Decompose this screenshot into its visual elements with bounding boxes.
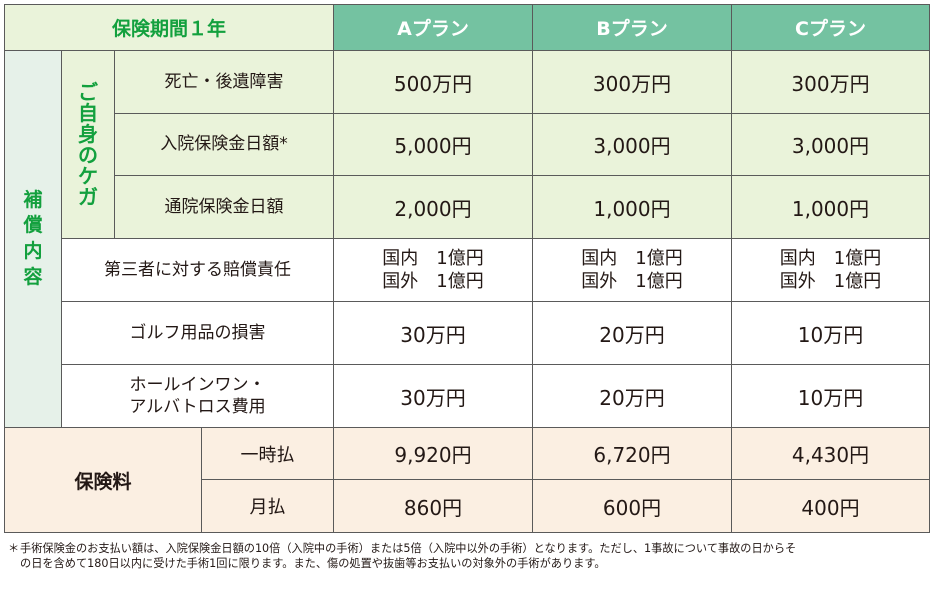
death-disability-label: 死亡・後遺障害 bbox=[113, 50, 335, 114]
domestic-line: 国内 1億円 bbox=[779, 247, 882, 269]
plan-b-death-value: 300万円 bbox=[532, 50, 733, 114]
insurance-plan-table: 保険期間１年 Aプラン Bプラン Cプラン 補償内容 ご自身のケガ 死亡・後遺障… bbox=[3, 4, 931, 533]
plan-c-monthly-value: 400円 bbox=[731, 479, 931, 533]
plan-c-hole-in-one-value: 10万円 bbox=[731, 364, 931, 428]
footnote: ＊ 手術保険金のお支払い額は、入院保険金日額の10倍（入院中の手術）または5倍（… bbox=[8, 542, 798, 571]
overseas-line: 国外 1億円 bbox=[382, 271, 484, 292]
plan-a-lump-sum-value: 9,920円 bbox=[333, 427, 534, 480]
plan-a-outpatient-value: 2,000円 bbox=[333, 175, 534, 239]
premium-label: 保険料 bbox=[4, 427, 202, 533]
plan-c-outpatient-value: 1,000円 bbox=[731, 175, 931, 239]
domestic-line: 国内 1億円 bbox=[581, 247, 683, 269]
hole-in-one-label: ホールインワン・ アルバトロス費用 bbox=[60, 364, 335, 428]
plan-b-liability-value: 国内 1億円 国外 1億円 bbox=[532, 238, 733, 302]
insurance-period-header: 保険期間１年 bbox=[3, 4, 335, 51]
plan-b-lump-sum-value: 6,720円 bbox=[532, 427, 733, 480]
third-party-liability-label: 第三者に対する賠償責任 bbox=[60, 238, 335, 302]
plan-b-hospital-value: 3,000円 bbox=[532, 113, 733, 176]
plan-c-header: Cプラン bbox=[731, 4, 931, 51]
plan-c-hospital-value: 3,000円 bbox=[731, 113, 931, 176]
plan-b-outpatient-value: 1,000円 bbox=[532, 175, 733, 239]
table-row: 第三者に対する賠償責任 国内 1億円 国外 1億円 国内 1億円 国外 1億円 … bbox=[5, 238, 931, 302]
coverage-category-label: 補償内容 bbox=[4, 50, 62, 428]
table-row: 保険料 一時払 9,920円 6,720円 4,430円 bbox=[4, 427, 931, 533]
plan-a-hole-in-one-value: 30万円 bbox=[333, 364, 534, 428]
own-injury-label: ご自身のケガ bbox=[61, 50, 115, 239]
plan-b-golf-value: 20万円 bbox=[532, 301, 733, 365]
hospitalization-daily-label: 入院保険金日額* bbox=[113, 113, 335, 176]
footnote-text: 手術保険金のお支払い額は、入院保険金日額の10倍（入院中の手術）または5倍（入院… bbox=[20, 542, 797, 570]
table-row: ホールインワン・ アルバトロス費用 30万円 20万円 10万円 bbox=[5, 364, 931, 428]
plan-c-liability-value: 国内 1億円 国外 1億円 bbox=[731, 238, 931, 302]
plan-a-golf-value: 30万円 bbox=[333, 301, 534, 365]
golf-goods-damage-label: ゴルフ用品の損害 bbox=[60, 301, 335, 365]
plan-a-monthly-value: 860円 bbox=[333, 479, 534, 533]
overseas-line: 国外 1億円 bbox=[779, 271, 882, 292]
plan-b-header: Bプラン bbox=[532, 4, 733, 51]
plan-b-monthly-value: 600円 bbox=[532, 479, 733, 533]
header-row: 保険期間１年 Aプラン Bプラン Cプラン bbox=[3, 4, 931, 51]
table-row: 通院保険金日額 2,000円 1,000円 1,000円 bbox=[5, 175, 931, 239]
plan-a-death-value: 500万円 bbox=[333, 50, 534, 114]
plan-a-liability-value: 国内 1億円 国外 1億円 bbox=[333, 238, 534, 302]
plan-c-golf-value: 10万円 bbox=[731, 301, 931, 365]
domestic-line: 国内 1億円 bbox=[382, 247, 484, 269]
table-row: 入院保険金日額* 5,000円 3,000円 3,000円 bbox=[5, 113, 931, 176]
table-row: ゴルフ用品の損害 30万円 20万円 10万円 bbox=[5, 301, 931, 365]
plan-c-death-value: 300万円 bbox=[731, 50, 931, 114]
asterisk-mark: ＊ bbox=[8, 542, 20, 555]
plan-a-header: Aプラン bbox=[333, 4, 534, 51]
table-row: 補償内容 ご自身のケガ 死亡・後遺障害 500万円 300万円 300万円 bbox=[4, 50, 931, 428]
outpatient-daily-label: 通院保険金日額 bbox=[113, 175, 335, 239]
plan-a-hospital-value: 5,000円 bbox=[333, 113, 534, 176]
plan-c-lump-sum-value: 4,430円 bbox=[731, 427, 931, 480]
table-row: 月払 860円 600円 400円 bbox=[5, 479, 931, 533]
monthly-label: 月払 bbox=[200, 479, 335, 533]
overseas-line: 国外 1億円 bbox=[581, 271, 683, 292]
lump-sum-label: 一時払 bbox=[200, 427, 335, 480]
plan-b-hole-in-one-value: 20万円 bbox=[532, 364, 733, 428]
